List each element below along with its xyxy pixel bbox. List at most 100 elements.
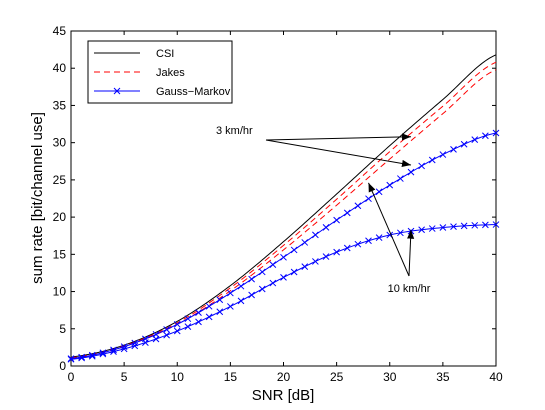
data-point-gauss-markov bbox=[248, 291, 255, 299]
data-point-gauss-markov bbox=[152, 335, 160, 343]
data-point-gauss-markov bbox=[439, 224, 447, 231]
data-point-gauss-markov bbox=[428, 225, 436, 232]
data-point-gauss-markov bbox=[195, 318, 202, 326]
legend-label-jakes: Jakes bbox=[156, 67, 185, 79]
data-point-gauss-markov bbox=[237, 282, 245, 290]
data-point-gauss-markov bbox=[184, 323, 192, 330]
legend-label-gauss-markov: Gauss−Markov bbox=[156, 86, 231, 98]
data-point-gauss-markov bbox=[205, 302, 213, 310]
data-point-gauss-markov bbox=[312, 231, 319, 239]
y-tick-label: 35 bbox=[53, 98, 67, 112]
data-point-gauss-markov bbox=[184, 315, 192, 323]
x-tick-label: 30 bbox=[383, 370, 397, 384]
y-tick-label: 20 bbox=[53, 210, 67, 224]
x-tick-label: 35 bbox=[436, 370, 450, 384]
data-point-gauss-markov bbox=[301, 239, 309, 246]
data-point-gauss-markov bbox=[450, 145, 457, 153]
x-tick-label: 0 bbox=[68, 370, 75, 384]
data-point-gauss-markov bbox=[471, 136, 479, 143]
data-point-gauss-markov bbox=[333, 216, 340, 224]
y-tick-label: 10 bbox=[53, 285, 67, 299]
data-point-gauss-markov bbox=[227, 289, 234, 297]
data-point-gauss-markov bbox=[428, 156, 436, 164]
data-point-gauss-markov bbox=[471, 221, 479, 229]
data-point-gauss-markov bbox=[375, 188, 383, 196]
data-point-gauss-markov bbox=[142, 339, 149, 346]
data-point-gauss-markov bbox=[386, 181, 394, 189]
data-point-gauss-markov bbox=[439, 151, 447, 158]
data-point-gauss-markov bbox=[492, 221, 500, 228]
data-point-gauss-markov bbox=[301, 263, 309, 270]
data-point-gauss-markov bbox=[354, 202, 362, 210]
data-point-gauss-markov bbox=[365, 237, 372, 245]
annotation-arrow bbox=[368, 182, 410, 277]
data-point-gauss-markov bbox=[290, 268, 298, 276]
y-tick-label: 40 bbox=[53, 61, 67, 75]
annotations: 3 km/hr 10 km/hr bbox=[216, 125, 431, 295]
data-point-gauss-markov bbox=[450, 223, 457, 230]
data-point-gauss-markov bbox=[120, 345, 128, 353]
data-point-gauss-markov bbox=[343, 244, 351, 252]
axis-ticks: 0 5 10 15 20 25 30 35 40 0 5 10 15 20 25 30 35 40 45 bbox=[53, 24, 503, 384]
y-tick-label: 5 bbox=[59, 322, 66, 336]
annotation-arrow bbox=[265, 139, 412, 168]
data-point-gauss-markov bbox=[397, 175, 404, 182]
data-point-gauss-markov bbox=[460, 222, 468, 230]
series-lines bbox=[67, 54, 500, 363]
legend-marker-gauss-markov bbox=[113, 87, 121, 95]
annotation-label: 3 km/hr bbox=[216, 125, 253, 137]
data-point-gauss-markov bbox=[78, 353, 85, 361]
legend-label-csi: CSI bbox=[156, 48, 174, 60]
annotation-arrow bbox=[407, 229, 415, 277]
data-point-gauss-markov bbox=[110, 348, 117, 355]
data-point-gauss-markov bbox=[280, 253, 287, 261]
data-point-gauss-markov bbox=[269, 261, 277, 268]
data-point-gauss-markov bbox=[216, 296, 224, 304]
x-tick-label: 20 bbox=[277, 370, 291, 384]
data-point-gauss-markov bbox=[482, 132, 489, 140]
data-point-gauss-markov bbox=[407, 168, 415, 176]
data-point-gauss-markov bbox=[418, 162, 425, 170]
data-point-gauss-markov bbox=[78, 354, 85, 362]
series-line-csi bbox=[70, 54, 497, 358]
data-point-gauss-markov bbox=[322, 253, 330, 260]
series-line-jakes bbox=[70, 61, 497, 359]
data-point-gauss-markov bbox=[173, 327, 181, 335]
data-point-gauss-markov bbox=[312, 258, 319, 265]
data-point-gauss-markov bbox=[195, 309, 202, 317]
data-point-gauss-markov bbox=[88, 352, 96, 360]
data-point-gauss-markov bbox=[280, 274, 287, 281]
data-point-gauss-markov bbox=[482, 221, 489, 229]
annotation-label: 10 km/hr bbox=[388, 283, 431, 295]
y-tick-label: 30 bbox=[53, 136, 67, 150]
y-tick-label: 45 bbox=[53, 24, 67, 38]
data-point-gauss-markov bbox=[322, 224, 330, 231]
data-point-gauss-markov bbox=[343, 209, 351, 217]
data-point-gauss-markov bbox=[258, 285, 266, 293]
data-point-gauss-markov bbox=[131, 342, 139, 350]
x-tick-label: 5 bbox=[121, 370, 128, 384]
y-tick-label: 0 bbox=[59, 359, 66, 373]
annotation-arrow bbox=[265, 133, 412, 141]
data-point-gauss-markov bbox=[248, 275, 255, 283]
data-point-gauss-markov bbox=[67, 355, 75, 362]
data-point-gauss-markov bbox=[375, 234, 383, 242]
legend: CSI Jakes Gauss−Markov bbox=[87, 40, 233, 104]
data-point-gauss-markov bbox=[354, 240, 362, 248]
data-point-gauss-markov bbox=[365, 195, 372, 203]
x-tick-label: 25 bbox=[330, 370, 344, 384]
data-point-gauss-markov bbox=[290, 246, 298, 254]
x-axis-label: SNR [dB] bbox=[252, 387, 315, 404]
data-point-gauss-markov bbox=[173, 320, 181, 328]
x-tick-label: 10 bbox=[171, 370, 185, 384]
data-point-gauss-markov bbox=[492, 129, 500, 137]
legend-box bbox=[87, 40, 233, 104]
data-point-gauss-markov bbox=[237, 297, 245, 305]
y-tick-label: 25 bbox=[53, 173, 67, 187]
data-point-gauss-markov bbox=[99, 350, 107, 358]
data-point-gauss-markov bbox=[163, 326, 170, 333]
data-point-gauss-markov bbox=[258, 268, 266, 276]
x-tick-label: 15 bbox=[224, 370, 238, 384]
data-point-gauss-markov bbox=[227, 303, 234, 310]
